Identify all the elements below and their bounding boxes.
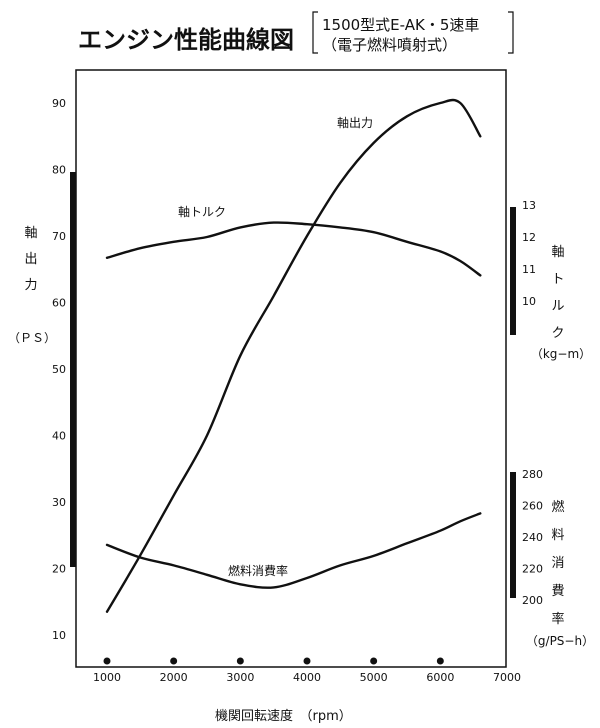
fuel-axis-unit: （g/PS−h）: [526, 634, 594, 648]
spec-line-1: 1500型式E-AK・5速車: [322, 16, 479, 34]
x-axis-label: 機関回転速度 （rpm）: [215, 708, 352, 724]
torque-axis-title-char: 軸: [551, 245, 564, 260]
fuel-scale-bar: [510, 472, 516, 598]
power-curve-label: 軸出力: [337, 116, 373, 130]
spec-bracket-right: [508, 11, 514, 54]
power-tick-label: 90: [52, 97, 66, 110]
fuel-tick-label: 200: [522, 594, 543, 607]
power-axis-title-char: 出: [24, 252, 37, 267]
x-tick-label: 5000: [360, 671, 388, 684]
x-tick-label: 6000: [426, 671, 454, 684]
power-tick-label: 30: [52, 496, 66, 509]
x-tick-label: 2000: [160, 671, 188, 684]
rpm-marker-dot: [370, 657, 378, 665]
power-tick-label: 50: [52, 363, 66, 376]
spec-bracket-left: [312, 11, 318, 54]
power-scale-bar: [70, 172, 76, 567]
torque-tick-label: 12: [522, 231, 536, 244]
power-curve: [105, 98, 482, 613]
spec-line-2: （電子燃料噴射式）: [322, 36, 457, 54]
torque-tick-label: 11: [522, 263, 536, 276]
fuel-axis-title-char: 消: [551, 556, 564, 571]
fuel-tick-label: 240: [522, 531, 543, 544]
rpm-marker-dot: [303, 657, 311, 665]
power-tick-label: 40: [52, 430, 66, 443]
power-axis-unit: （ＰＳ）: [8, 331, 56, 345]
torque-scale-bar: [510, 207, 516, 335]
fuel-axis-title-char: 率: [551, 611, 564, 627]
fuel-tick-label: 260: [522, 500, 543, 513]
torque-axis-title-char: ク: [551, 326, 564, 341]
fuel-consumption-curve: [105, 512, 482, 589]
torque-curve-label: 軸トルク: [178, 205, 226, 219]
power-axis-title-char: 力: [24, 278, 37, 293]
fuel-axis-title-char: 費: [551, 584, 564, 599]
x-tick-label: 7000: [493, 671, 521, 684]
rpm-marker-dot: [103, 657, 111, 665]
rpm-marker-dot: [236, 657, 244, 665]
torque-tick-label: 10: [522, 295, 536, 308]
rpm-marker-dot: [436, 657, 444, 665]
fuel-axis-title-char: 燃: [551, 499, 564, 515]
power-tick-label: 80: [52, 164, 66, 177]
power-tick-label: 10: [52, 629, 66, 642]
x-tick-label: 3000: [226, 671, 254, 684]
torque-curve: [105, 221, 482, 277]
torque-axis-unit: （kg−m）: [531, 347, 591, 361]
chart-title: エンジン性能曲線図: [78, 26, 294, 54]
fuel-curve-label: 燃料消費率: [228, 563, 288, 578]
x-tick-label: 4000: [293, 671, 321, 684]
torque-tick-label: 13: [522, 199, 536, 212]
torque-axis-title-char: ト: [551, 272, 564, 287]
rpm-marker-dot: [170, 657, 178, 665]
plot-frame: [75, 69, 507, 668]
torque-axis-title-char: ル: [551, 299, 564, 314]
power-axis-title-char: 軸: [24, 226, 37, 241]
power-tick-label: 20: [52, 563, 66, 576]
power-tick-label: 60: [52, 297, 66, 310]
fuel-tick-label: 220: [522, 563, 543, 576]
power-tick-label: 70: [52, 230, 66, 243]
fuel-tick-label: 280: [522, 468, 543, 481]
fuel-axis-title-char: 料: [551, 528, 564, 543]
x-tick-label: 1000: [93, 671, 121, 684]
